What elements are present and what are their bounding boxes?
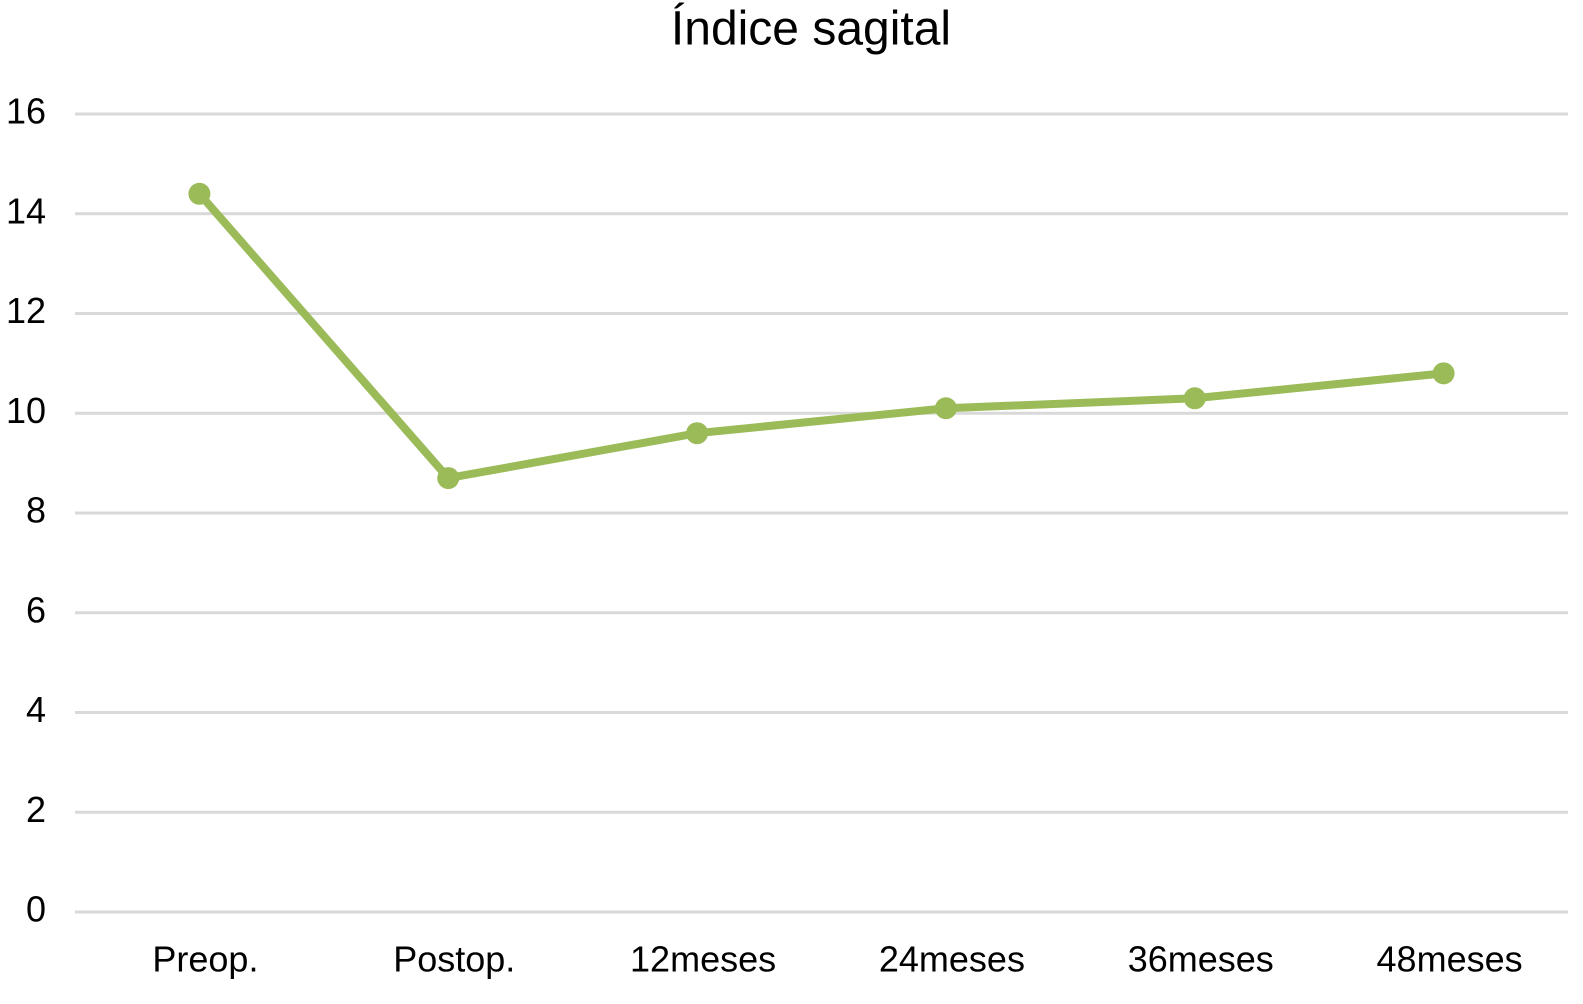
y-tick-label: 10 xyxy=(6,390,46,431)
y-tick-label: 16 xyxy=(6,91,46,132)
data-point xyxy=(1432,362,1455,385)
y-tick-label: 4 xyxy=(26,689,46,730)
y-tick-label: 14 xyxy=(6,190,46,231)
chart-title: Índice sagital xyxy=(671,3,951,56)
x-tick-label: Preop. xyxy=(152,939,258,980)
data-point xyxy=(188,182,211,205)
x-tick-label: Postop. xyxy=(393,939,515,980)
data-line xyxy=(196,191,1444,483)
y-tick-label: 0 xyxy=(26,889,46,930)
data-point xyxy=(1183,387,1206,410)
y-tick-label: 8 xyxy=(26,490,46,531)
data-point xyxy=(437,467,460,490)
y-tick-label: 6 xyxy=(26,589,46,630)
data-point xyxy=(934,397,957,420)
data-point xyxy=(686,422,709,445)
y-tick-label: 2 xyxy=(26,789,46,830)
y-tick-label: 12 xyxy=(6,290,46,331)
x-tick-label: 24meses xyxy=(879,939,1025,980)
x-tick-label: 36meses xyxy=(1128,939,1274,980)
x-tick-label: 12meses xyxy=(630,939,776,980)
x-tick-label: 48meses xyxy=(1377,939,1523,980)
